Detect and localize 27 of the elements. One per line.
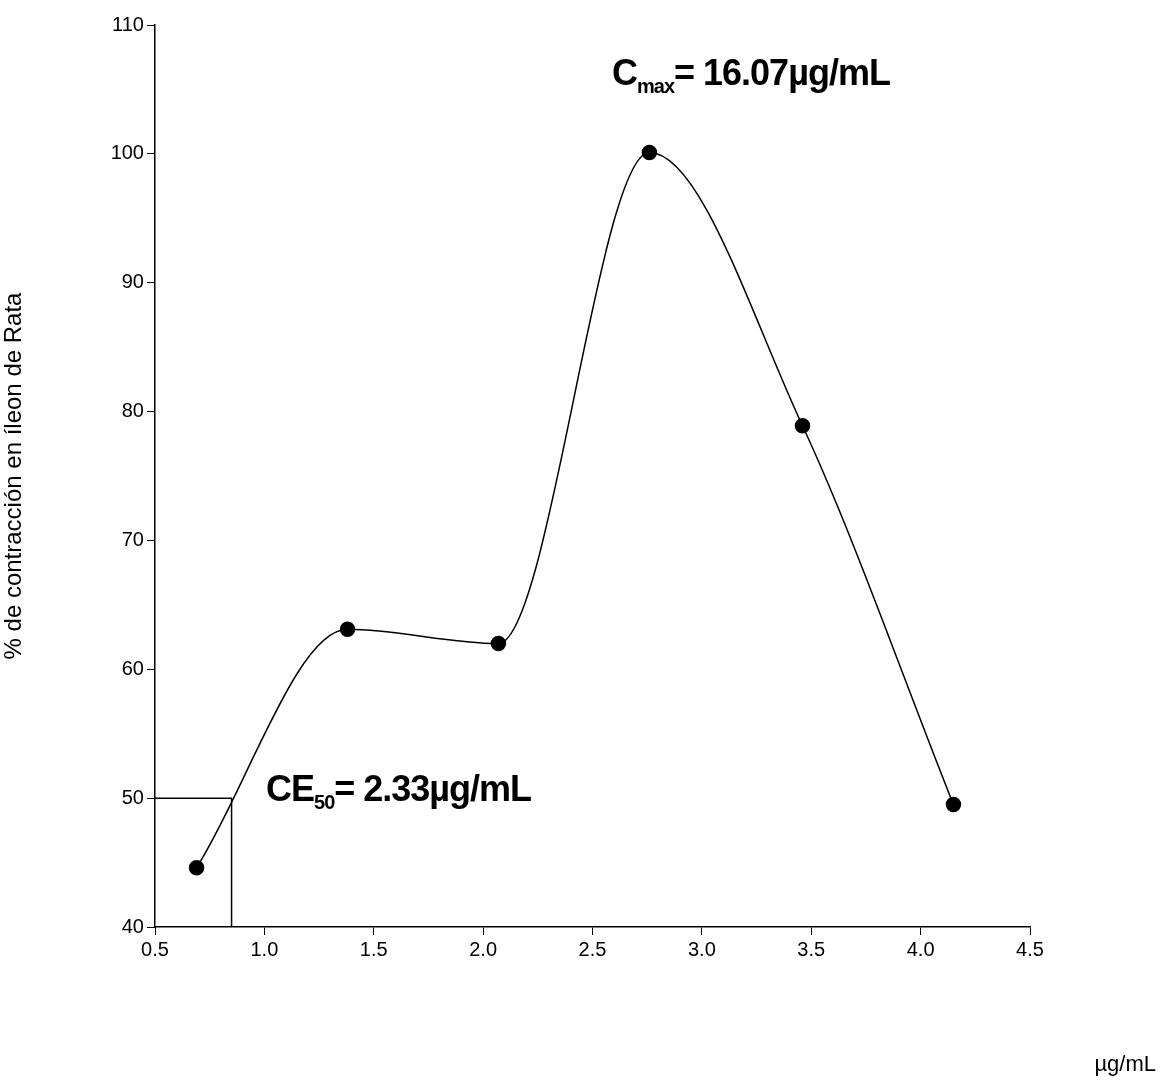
- x-tick-label: 1.5: [359, 937, 388, 960]
- y-tick-label: 90: [121, 270, 144, 293]
- point: [490, 635, 507, 652]
- y-tick-label: 80: [121, 399, 144, 422]
- x-tick-label: 2.0: [469, 937, 498, 960]
- x-axis-title: µg/mL: [1094, 1051, 1156, 1077]
- x-tick-label: 4.5: [1016, 937, 1044, 960]
- y-tick-label: 60: [121, 656, 144, 679]
- point: [794, 418, 811, 434]
- y-tick-label: 70: [121, 527, 144, 550]
- point: [945, 796, 962, 813]
- annotation: C$_{max}$= 16.07µg/mL: [612, 52, 890, 99]
- point: [641, 144, 658, 161]
- x-tick-label: 3.5: [797, 937, 826, 960]
- x-tick-label: 4.0: [906, 937, 935, 960]
- x-tick-label: 3.0: [687, 937, 716, 960]
- x-tick-label: 0.5: [141, 937, 169, 960]
- y-tick-label: 40: [121, 914, 144, 937]
- y-axis-title: % de contracción en íleon de Rata: [0, 291, 27, 660]
- y-tick-label: 50: [121, 785, 144, 808]
- y-tick-label: 110: [112, 12, 144, 35]
- x-tick-label: 2.5: [578, 937, 607, 960]
- x-tick-label: 1.0: [250, 937, 279, 960]
- annotation: CE$_{50}$= 2.33µg/mL: [266, 768, 532, 815]
- y-tick-label: 100: [110, 141, 144, 164]
- point: [339, 621, 356, 638]
- point: [188, 859, 205, 876]
